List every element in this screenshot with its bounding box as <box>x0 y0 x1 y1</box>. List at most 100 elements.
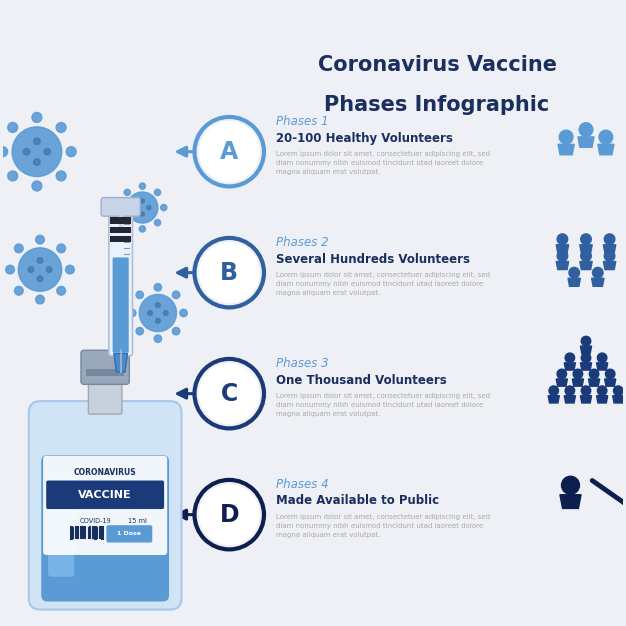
Circle shape <box>0 146 8 156</box>
Circle shape <box>57 244 66 253</box>
Circle shape <box>154 335 162 342</box>
Polygon shape <box>592 278 604 286</box>
Text: C: C <box>220 382 238 406</box>
Circle shape <box>57 287 66 295</box>
Text: Phases 1: Phases 1 <box>276 115 329 128</box>
Text: D: D <box>220 503 239 526</box>
Text: VACCINE: VACCINE <box>78 490 132 500</box>
Circle shape <box>582 386 591 396</box>
FancyBboxPatch shape <box>46 481 164 509</box>
Text: Phases Infographic: Phases Infographic <box>324 95 550 115</box>
Polygon shape <box>580 262 592 270</box>
Circle shape <box>557 250 568 261</box>
Circle shape <box>557 234 568 244</box>
Polygon shape <box>557 245 568 253</box>
Circle shape <box>180 309 187 317</box>
Text: A: A <box>220 140 239 163</box>
Circle shape <box>34 138 40 145</box>
Circle shape <box>136 327 143 335</box>
Circle shape <box>579 123 593 136</box>
Circle shape <box>18 248 62 291</box>
Circle shape <box>569 267 580 278</box>
Circle shape <box>139 226 145 232</box>
Circle shape <box>14 287 23 295</box>
Polygon shape <box>580 245 592 253</box>
FancyBboxPatch shape <box>106 525 152 543</box>
Circle shape <box>56 123 66 133</box>
Polygon shape <box>568 278 580 286</box>
Circle shape <box>593 267 603 278</box>
Circle shape <box>154 284 162 291</box>
FancyBboxPatch shape <box>110 227 131 233</box>
FancyBboxPatch shape <box>101 198 140 216</box>
Circle shape <box>124 220 130 226</box>
Polygon shape <box>597 396 608 403</box>
Circle shape <box>36 295 44 304</box>
Polygon shape <box>598 145 614 155</box>
Text: Lorem ipsum dolor sit amet, consectetuer adipiscing elit, sed
diam nonummy nibh : Lorem ipsum dolor sit amet, consectetuer… <box>276 151 490 175</box>
Circle shape <box>127 192 158 223</box>
Circle shape <box>559 130 573 144</box>
Text: 15 ml: 15 ml <box>128 518 147 524</box>
Polygon shape <box>580 396 592 403</box>
Polygon shape <box>580 363 592 370</box>
Polygon shape <box>603 262 616 270</box>
FancyBboxPatch shape <box>110 236 131 242</box>
Circle shape <box>32 113 42 123</box>
Circle shape <box>155 220 161 226</box>
Text: COVID-19: COVID-19 <box>80 518 111 524</box>
Circle shape <box>613 386 623 396</box>
Text: CORONAVIRUS: CORONAVIRUS <box>74 468 136 477</box>
Circle shape <box>597 353 607 362</box>
Polygon shape <box>580 346 592 353</box>
Circle shape <box>562 476 580 494</box>
Polygon shape <box>557 379 567 386</box>
Circle shape <box>66 146 76 156</box>
Text: Lorem ipsum dolor sit amet, consectetuer adipiscing elit, sed
diam nonummy nibh : Lorem ipsum dolor sit amet, consectetuer… <box>276 393 490 417</box>
Circle shape <box>604 250 615 261</box>
Circle shape <box>8 123 18 133</box>
Circle shape <box>36 235 44 244</box>
Circle shape <box>565 353 575 362</box>
Circle shape <box>597 386 607 396</box>
FancyBboxPatch shape <box>113 257 129 352</box>
Circle shape <box>155 189 161 195</box>
FancyBboxPatch shape <box>110 217 131 223</box>
Text: Made Available to Public: Made Available to Public <box>276 495 439 508</box>
Circle shape <box>605 369 615 379</box>
FancyBboxPatch shape <box>48 474 74 577</box>
Circle shape <box>581 234 592 244</box>
Text: Lorem ipsum dolor sit amet, consectetuer adipiscing elit, sed
diam nonummy nibh : Lorem ipsum dolor sit amet, consectetuer… <box>276 514 490 538</box>
Circle shape <box>200 485 259 545</box>
Circle shape <box>200 122 259 182</box>
Polygon shape <box>564 396 575 403</box>
Circle shape <box>200 243 259 302</box>
Circle shape <box>12 127 62 177</box>
Circle shape <box>139 183 145 189</box>
Circle shape <box>599 130 613 144</box>
Circle shape <box>44 148 51 155</box>
Circle shape <box>582 336 591 346</box>
Polygon shape <box>578 137 594 147</box>
Circle shape <box>148 310 153 316</box>
Circle shape <box>37 258 43 264</box>
Circle shape <box>172 327 180 335</box>
Text: Phases 4: Phases 4 <box>276 478 329 491</box>
Polygon shape <box>613 396 624 403</box>
Text: Phases 2: Phases 2 <box>276 237 329 249</box>
Circle shape <box>565 386 575 396</box>
Circle shape <box>134 205 138 210</box>
Polygon shape <box>603 245 616 253</box>
FancyBboxPatch shape <box>81 350 130 384</box>
Polygon shape <box>548 396 559 403</box>
Circle shape <box>172 291 180 299</box>
Circle shape <box>23 148 29 155</box>
Circle shape <box>37 276 43 282</box>
Polygon shape <box>560 495 581 508</box>
Circle shape <box>147 205 151 210</box>
Circle shape <box>14 244 23 253</box>
FancyBboxPatch shape <box>43 456 167 555</box>
Polygon shape <box>557 262 568 270</box>
Circle shape <box>163 310 168 316</box>
Circle shape <box>28 267 34 272</box>
